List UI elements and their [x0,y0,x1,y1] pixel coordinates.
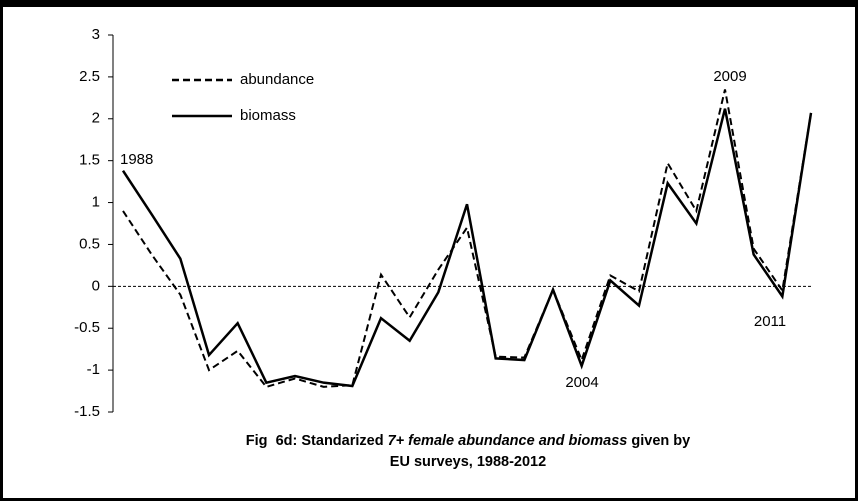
annotation: 2004 [565,374,598,391]
legend-label: biomass [240,107,296,124]
series-line [122,89,812,389]
annotation: 1988 [120,151,153,168]
y-tick-label: 2 [92,110,100,127]
y-tick-label: 1.5 [79,152,100,169]
caption-part: given by [627,433,690,449]
caption-part: EU surveys, 1988-2012 [390,454,546,470]
caption-part: 7+ female abundance and biomass [388,433,628,449]
annotation: 2011 [754,313,786,330]
y-tick-label: 0 [92,277,100,294]
y-tick-label: -0.5 [74,319,100,336]
caption-part: Fig 6d: Standarized [246,433,388,449]
caption: EU surveys, 1988-2012 [390,454,546,470]
chart: -1.5 -1 -0.5 0 0.5 1 1.5 2 2.5 3 abundance biomass 1… [74,26,813,470]
y-tick-label: -1 [87,361,100,378]
annotation: 2009 [713,68,746,85]
y-tick-label: 0.5 [79,235,100,252]
y-tick-label: -1.5 [74,403,100,420]
legend-label: abundance [240,71,314,88]
caption: Fig 6d: Standarized 7+ female abundance … [246,433,690,449]
y-tick-label: 3 [92,26,100,43]
series-line [121,108,813,388]
y-tick-label: 1 [92,194,100,211]
y-tick-label: 2.5 [79,68,100,85]
